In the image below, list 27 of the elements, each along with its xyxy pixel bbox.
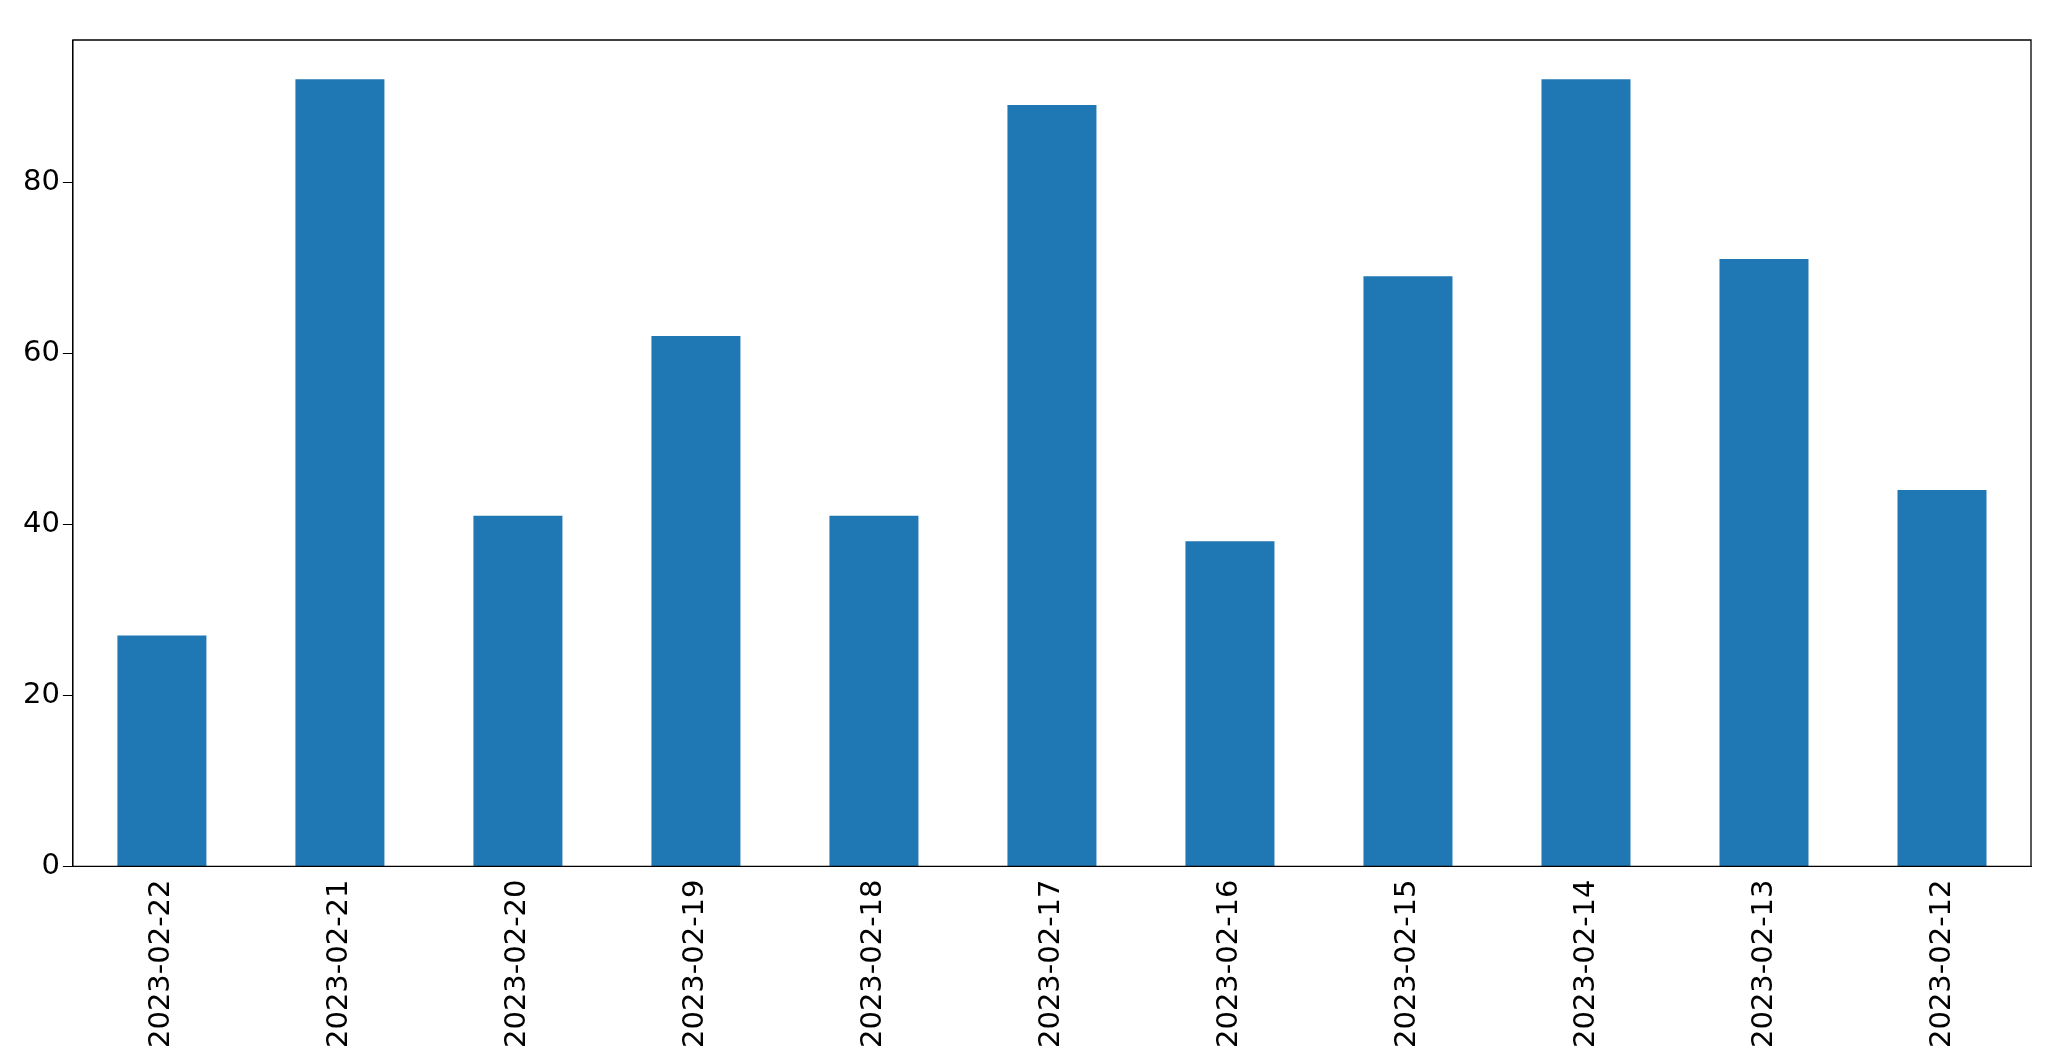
x-tick-label: 2023-02-18: [854, 879, 889, 1049]
x-tick-label: 2023-02-15: [1388, 879, 1423, 1049]
bar: [295, 79, 385, 866]
bar: [1007, 105, 1097, 866]
bar: [651, 336, 741, 866]
y-tick-label: 40: [23, 504, 60, 539]
x-tick-label: 2023-02-14: [1566, 879, 1601, 1049]
x-tick-label: 2023-02-12: [1922, 879, 1957, 1049]
x-tick-label: 2023-02-20: [498, 879, 533, 1049]
y-tick-label: 20: [23, 675, 60, 710]
bar: [1363, 276, 1453, 866]
x-tick-label: 2023-02-22: [142, 879, 177, 1049]
x-tick-label: 2023-02-13: [1744, 879, 1779, 1049]
bar: [473, 515, 563, 866]
x-tick-label: 2023-02-19: [676, 879, 711, 1049]
bar: [1541, 79, 1631, 866]
y-tick-label: 80: [23, 162, 60, 197]
x-tick-label: 2023-02-21: [320, 879, 355, 1049]
bar: [829, 515, 919, 866]
bar: [1185, 541, 1275, 866]
bar: [1719, 259, 1809, 866]
x-tick-label: 2023-02-16: [1210, 879, 1245, 1049]
y-tick-label: 0: [41, 847, 60, 881]
bar: [1897, 490, 1987, 866]
y-tick-label: 60: [23, 333, 60, 368]
bar: [117, 635, 207, 866]
x-tick-label: 2023-02-17: [1032, 879, 1067, 1049]
